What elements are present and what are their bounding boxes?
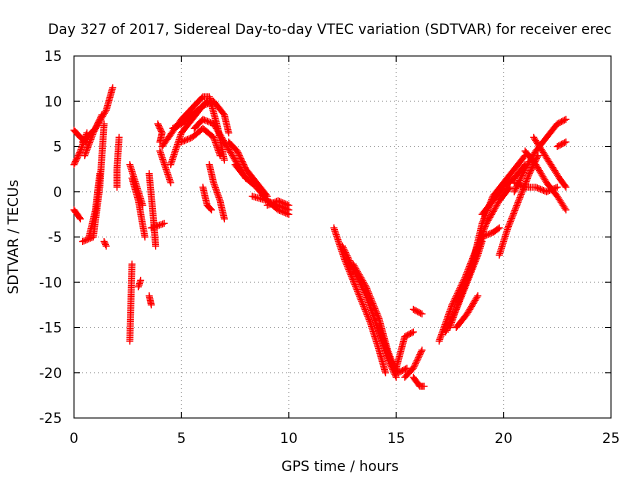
series-d4 [263, 197, 293, 209]
y-tick-label: 15 [44, 49, 62, 65]
point-marks [409, 373, 428, 390]
point-marks [134, 276, 145, 291]
point-marks [113, 133, 123, 191]
point-marks [263, 197, 293, 209]
series-e8 [409, 305, 426, 318]
point-marks [100, 238, 110, 250]
y-tick-label: 10 [44, 94, 62, 110]
series-c6 [205, 161, 228, 223]
series-e1 [330, 224, 389, 377]
point-marks [147, 219, 168, 232]
y-tick-label: -15 [39, 321, 62, 337]
point-marks [330, 224, 389, 377]
series-f4 [452, 292, 482, 331]
point-marks [128, 174, 149, 241]
point-marks [177, 124, 224, 160]
x-tick-label: 15 [387, 431, 405, 447]
x-tick-label: 10 [280, 431, 298, 447]
y-tick-label: -20 [39, 366, 62, 382]
series-b1 [113, 133, 123, 191]
series-a7 [85, 170, 104, 241]
series-b9 [154, 120, 166, 146]
point-marks [205, 161, 228, 223]
x-tick-label: 25 [602, 431, 620, 447]
point-marks [145, 170, 160, 250]
series-e6 [401, 346, 426, 381]
y-tick-label: -25 [39, 411, 62, 427]
x-axis-label: GPS time / hours [281, 459, 398, 475]
series-b8 [147, 219, 168, 232]
series-g4 [510, 179, 561, 196]
y-tick-label: -5 [48, 230, 62, 246]
y-axis-label: SDTVAR / TECUs [6, 180, 22, 295]
point-marks [478, 161, 529, 218]
point-marks [156, 147, 175, 187]
series-a2 [70, 206, 84, 223]
chart-title: Day 327 of 2017, Sidereal Day-to-day VTE… [48, 22, 612, 38]
point-marks [225, 138, 271, 200]
series-e7 [409, 373, 428, 390]
point-marks [530, 133, 570, 191]
series-b5 [128, 174, 149, 241]
point-marks [70, 206, 84, 223]
series-a8 [100, 238, 110, 250]
series-d1 [225, 138, 271, 200]
x-tick-label: 0 [70, 431, 79, 447]
series-f7 [478, 161, 529, 218]
axis-ticks: 0 5 10 15 20 25 -25 -20 -15 -10 -5 0 5 10 15 [39, 49, 620, 447]
series-b3 [134, 276, 145, 291]
series-b6 [145, 292, 155, 309]
point-marks [79, 84, 117, 146]
y-tick-label: -10 [39, 275, 62, 291]
point-marks [85, 170, 104, 241]
point-marks [553, 138, 570, 150]
point-marks [510, 179, 561, 196]
point-marks [145, 292, 155, 309]
data-marks [70, 84, 570, 390]
y-tick-label: 0 [53, 185, 62, 201]
point-marks [199, 183, 215, 214]
point-marks [126, 260, 136, 345]
point-marks [81, 111, 106, 160]
series-c7 [199, 183, 215, 214]
series-a4 [79, 84, 117, 146]
series-c3 [169, 97, 233, 137]
point-marks [401, 346, 426, 381]
point-marks [154, 120, 166, 146]
series-b7 [145, 170, 160, 250]
x-tick-label: 20 [495, 431, 513, 447]
point-marks [452, 292, 482, 331]
series-e5 [392, 328, 417, 372]
x-tick-label: 5 [177, 431, 186, 447]
point-marks [409, 305, 426, 318]
y-tick-label: 5 [53, 140, 62, 156]
series-g2 [530, 133, 570, 191]
point-marks [169, 97, 233, 137]
series-b10 [156, 147, 175, 187]
series-g5 [553, 138, 570, 150]
series-b2 [126, 260, 136, 345]
series-a5 [81, 111, 106, 160]
point-marks [392, 328, 417, 372]
series-c4 [177, 124, 224, 160]
